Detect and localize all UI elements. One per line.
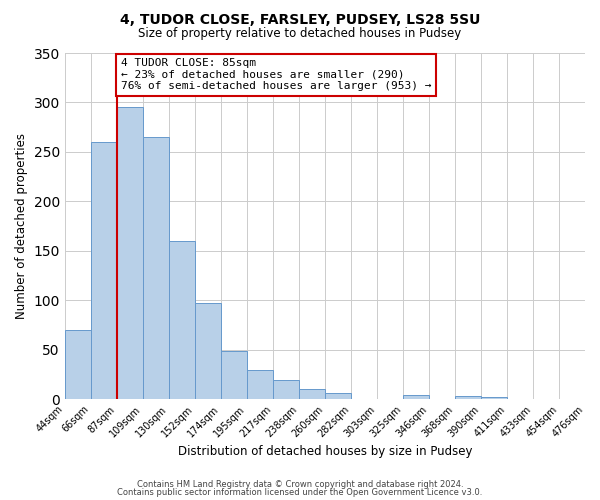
- Bar: [195, 303, 221, 399]
- Bar: [247, 370, 273, 399]
- Bar: [143, 137, 169, 399]
- Text: Contains public sector information licensed under the Open Government Licence v3: Contains public sector information licen…: [118, 488, 482, 497]
- Bar: [117, 108, 143, 399]
- Text: 4, TUDOR CLOSE, FARSLEY, PUDSEY, LS28 5SU: 4, TUDOR CLOSE, FARSLEY, PUDSEY, LS28 5S…: [120, 12, 480, 26]
- Text: 4 TUDOR CLOSE: 85sqm
← 23% of detached houses are smaller (290)
76% of semi-deta: 4 TUDOR CLOSE: 85sqm ← 23% of detached h…: [121, 58, 431, 91]
- X-axis label: Distribution of detached houses by size in Pudsey: Distribution of detached houses by size …: [178, 444, 472, 458]
- Bar: [91, 142, 117, 399]
- Text: Contains HM Land Registry data © Crown copyright and database right 2024.: Contains HM Land Registry data © Crown c…: [137, 480, 463, 489]
- Text: Size of property relative to detached houses in Pudsey: Size of property relative to detached ho…: [139, 28, 461, 40]
- Bar: [325, 393, 351, 399]
- Y-axis label: Number of detached properties: Number of detached properties: [15, 133, 28, 319]
- Bar: [455, 396, 481, 399]
- Bar: [481, 397, 507, 399]
- Bar: [169, 241, 195, 399]
- Bar: [221, 350, 247, 399]
- Bar: [273, 380, 299, 399]
- Bar: [65, 330, 91, 399]
- Bar: [403, 395, 429, 399]
- Bar: [299, 390, 325, 399]
